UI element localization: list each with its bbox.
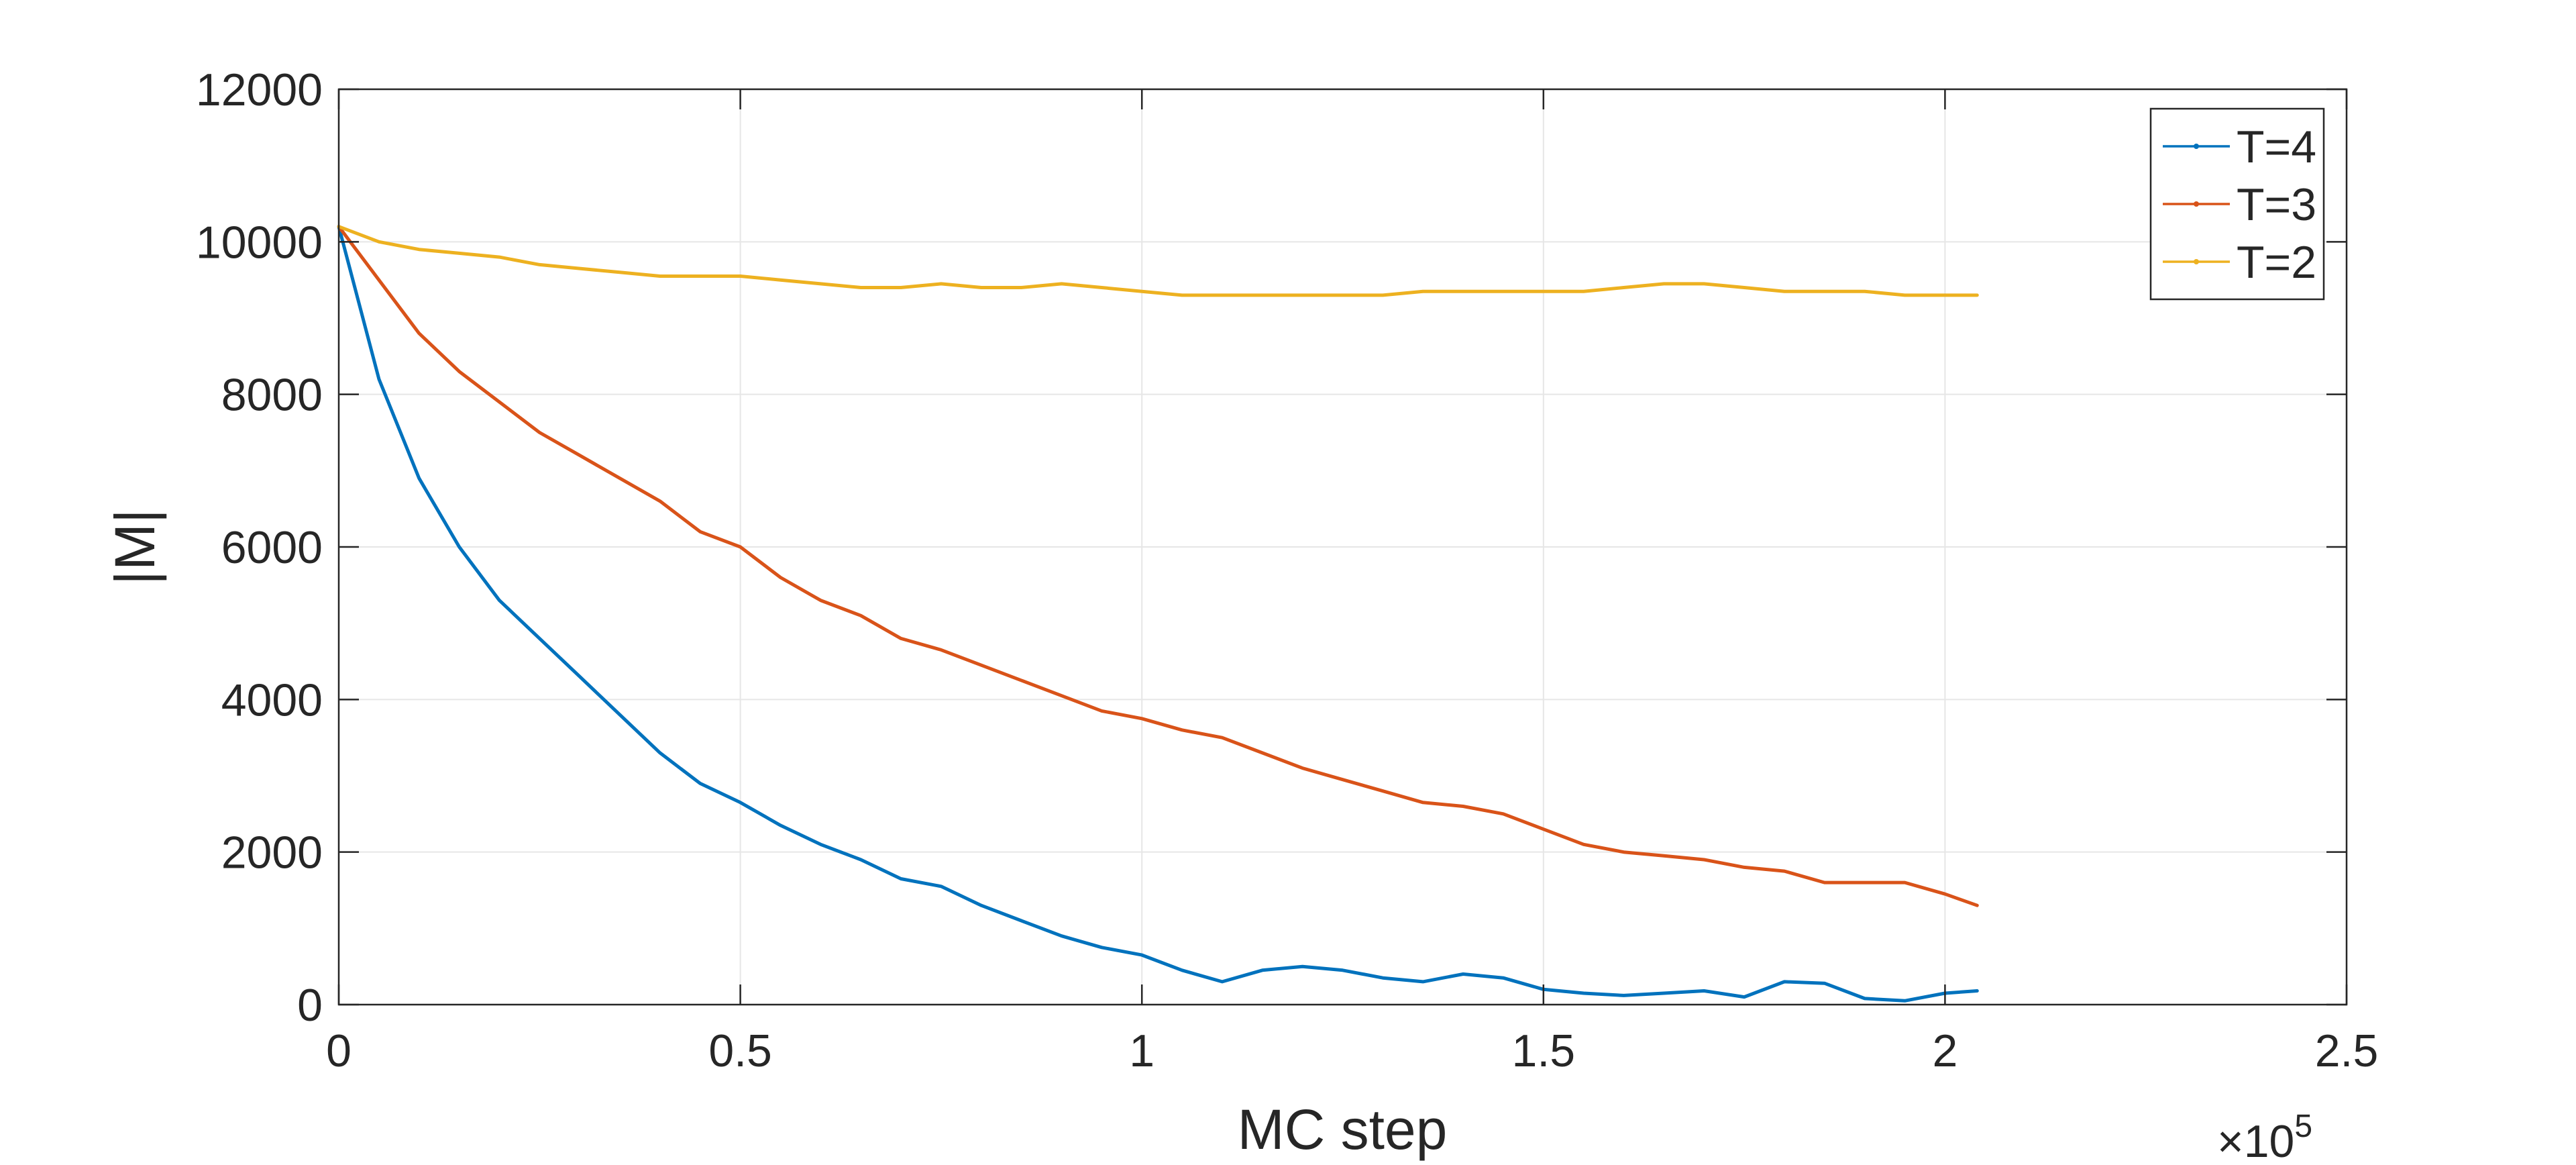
y-tick-label: 10000 [196,217,323,268]
y-tick-labels: 0 2000 4000 6000 8000 10000 12000 [196,64,323,1031]
y-tick-label: 2000 [221,827,323,878]
legend-marker-t-2 [2194,259,2199,264]
y-tick-label: 6000 [221,522,323,573]
x-tick-label: 0.5 [708,1025,772,1076]
legend-label-t-3: T=3 [2237,179,2316,230]
x-tick-label: 0 [326,1025,352,1076]
legend-items: T=4 T=3 T=2 [2163,121,2316,288]
y-tick-label: 12000 [196,64,323,115]
series-line-t-2 [337,225,1979,297]
legend-label-t-4: T=4 [2237,121,2316,172]
legend-label-t-2: T=2 [2237,237,2316,288]
x-tick-label: 1 [1129,1025,1155,1076]
x-axis-label: MC step [1238,1098,1448,1161]
x-tick-labels: 0 0.5 1 1.5 2 2.5 [326,1025,2378,1076]
x-exponent-base: ×10 [2217,1116,2294,1165]
x-tick-label: 1.5 [1512,1025,1576,1076]
series-line-t-4 [337,225,1979,1003]
series-line-t-3 [337,225,1979,907]
legend: T=4 T=3 T=2 [2149,107,2325,301]
y-tick-label: 8000 [221,370,323,421]
legend-marker-t-4 [2194,144,2199,149]
x-exponent-power: 5 [2294,1109,2312,1144]
y-axis-label: |M| [103,509,166,585]
x-tick-label: 2.5 [2315,1025,2379,1076]
x-tick-label: 2 [1932,1025,1957,1076]
x-axis-exponent: ×105 [2217,1109,2312,1165]
y-tick-label: 4000 [221,674,323,725]
y-tick-label: 0 [297,980,323,1031]
legend-marker-t-3 [2194,201,2199,207]
series-lines [337,225,1979,1003]
axis-ticks [337,88,2348,1006]
